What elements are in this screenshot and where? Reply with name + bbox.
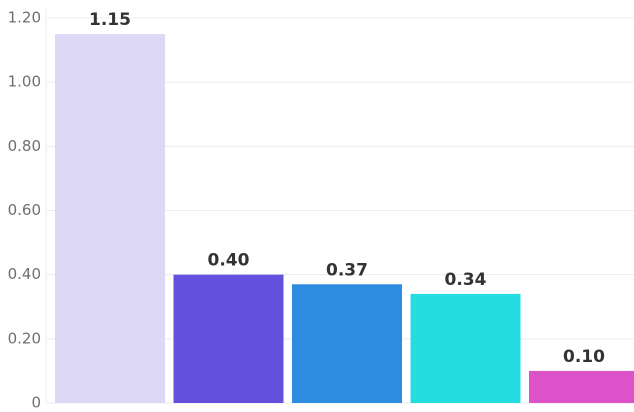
y-tick-label: 1.20 xyxy=(8,9,41,27)
y-tick-label: 0 xyxy=(31,394,41,412)
y-tick-label: 0.60 xyxy=(8,201,41,219)
bars xyxy=(55,34,634,404)
bar-value-label: 1.15 xyxy=(89,10,131,30)
bar[interactable] xyxy=(529,370,634,403)
y-tick-label: 0.40 xyxy=(8,265,41,283)
bar[interactable] xyxy=(410,293,521,403)
y-tick-label: 1.00 xyxy=(8,73,41,91)
y-tick-label: 0.80 xyxy=(8,137,41,155)
data-labels: 1.15 0.40 0.37 0.34 0.10 xyxy=(89,10,605,367)
bar[interactable] xyxy=(292,284,402,403)
bar-value-label: 0.40 xyxy=(208,251,250,271)
bar-value-label: 0.37 xyxy=(326,260,368,280)
y-axis: 0 0.20 0.40 0.60 0.80 1.00 1.20 xyxy=(8,8,47,412)
bar[interactable] xyxy=(173,274,284,403)
bar-value-label: 0.34 xyxy=(445,270,487,290)
bar[interactable] xyxy=(55,34,165,404)
bar-value-label: 0.10 xyxy=(563,347,605,367)
y-tick-label: 0.20 xyxy=(8,329,41,347)
